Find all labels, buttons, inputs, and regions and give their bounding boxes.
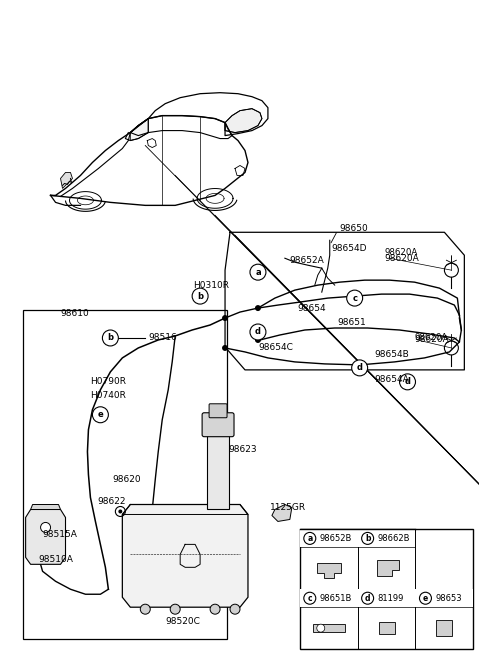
Polygon shape [50, 132, 130, 197]
Text: c: c [308, 594, 312, 602]
Circle shape [304, 592, 316, 604]
Bar [300, 530, 358, 547]
Polygon shape [377, 560, 398, 577]
Text: 98652B: 98652B [320, 534, 352, 543]
Text: d: d [255, 328, 261, 336]
Text: 98650: 98650 [340, 224, 369, 233]
Text: 81199: 81199 [378, 594, 404, 602]
Text: d: d [405, 377, 410, 387]
Polygon shape [50, 116, 248, 205]
Text: 98510A: 98510A [38, 555, 73, 564]
Circle shape [399, 374, 416, 390]
Polygon shape [31, 504, 60, 510]
Text: 98516: 98516 [148, 334, 177, 342]
Circle shape [140, 604, 150, 614]
Circle shape [192, 288, 208, 304]
Text: 98620A: 98620A [384, 254, 420, 263]
Text: 98620A: 98620A [415, 336, 449, 344]
Text: H0740R: H0740R [90, 391, 126, 401]
Polygon shape [60, 173, 72, 189]
Text: e: e [423, 594, 428, 602]
Bar [358, 589, 416, 607]
Text: 98654D: 98654D [332, 244, 367, 253]
Bar [358, 530, 416, 547]
Text: 98651: 98651 [338, 318, 366, 326]
Circle shape [361, 592, 373, 604]
Text: 98620A: 98620A [415, 334, 448, 342]
Polygon shape [122, 504, 248, 607]
Text: e: e [97, 410, 103, 419]
Text: H0790R: H0790R [90, 377, 126, 387]
Text: 98610: 98610 [60, 308, 89, 318]
Text: a: a [255, 267, 261, 277]
Polygon shape [130, 118, 148, 140]
Circle shape [170, 604, 180, 614]
Text: 98653: 98653 [435, 594, 462, 602]
Text: a: a [307, 534, 312, 543]
Circle shape [250, 324, 266, 340]
Text: 98654B: 98654B [374, 350, 409, 359]
Circle shape [361, 532, 373, 544]
Circle shape [230, 604, 240, 614]
Text: 98623: 98623 [228, 445, 257, 454]
Text: 98652A: 98652A [290, 256, 324, 265]
Bar [23, 310, 227, 639]
Bar [300, 530, 473, 649]
Circle shape [347, 290, 363, 306]
Bar [207, 435, 229, 510]
Circle shape [255, 337, 261, 343]
Circle shape [93, 406, 108, 423]
Text: 98520C: 98520C [165, 617, 200, 626]
Text: H0310R: H0310R [193, 281, 229, 290]
Text: 98515A: 98515A [43, 530, 77, 539]
Text: b: b [108, 334, 113, 342]
Text: 98622: 98622 [97, 497, 126, 506]
Text: 98620A: 98620A [384, 248, 418, 257]
Text: 98620: 98620 [112, 475, 141, 484]
Circle shape [255, 305, 261, 311]
Text: 98662B: 98662B [378, 534, 410, 543]
Circle shape [222, 315, 228, 321]
Text: d: d [365, 594, 371, 602]
Bar [300, 589, 358, 607]
Polygon shape [317, 563, 341, 579]
Circle shape [119, 510, 122, 514]
Text: 98651B: 98651B [320, 594, 352, 602]
Text: b: b [197, 291, 203, 301]
Text: 98654C: 98654C [258, 344, 293, 352]
Text: c: c [352, 293, 357, 303]
Circle shape [317, 624, 325, 632]
Text: d: d [357, 363, 363, 373]
Polygon shape [313, 624, 345, 632]
FancyBboxPatch shape [202, 413, 234, 437]
Polygon shape [379, 622, 395, 634]
FancyBboxPatch shape [209, 404, 227, 418]
Circle shape [420, 592, 432, 604]
Polygon shape [272, 504, 292, 522]
Circle shape [250, 264, 266, 280]
Text: 98654: 98654 [298, 304, 326, 312]
Text: 98654A: 98654A [374, 375, 409, 385]
Circle shape [102, 330, 119, 346]
Circle shape [41, 522, 50, 532]
Circle shape [304, 532, 316, 544]
Circle shape [222, 345, 228, 351]
Text: 1125GR: 1125GR [270, 503, 306, 512]
Polygon shape [225, 109, 262, 132]
Circle shape [352, 360, 368, 376]
Bar [416, 589, 473, 607]
Text: b: b [365, 534, 371, 543]
Circle shape [210, 604, 220, 614]
Polygon shape [25, 510, 65, 564]
Polygon shape [225, 232, 464, 370]
Polygon shape [436, 620, 452, 636]
